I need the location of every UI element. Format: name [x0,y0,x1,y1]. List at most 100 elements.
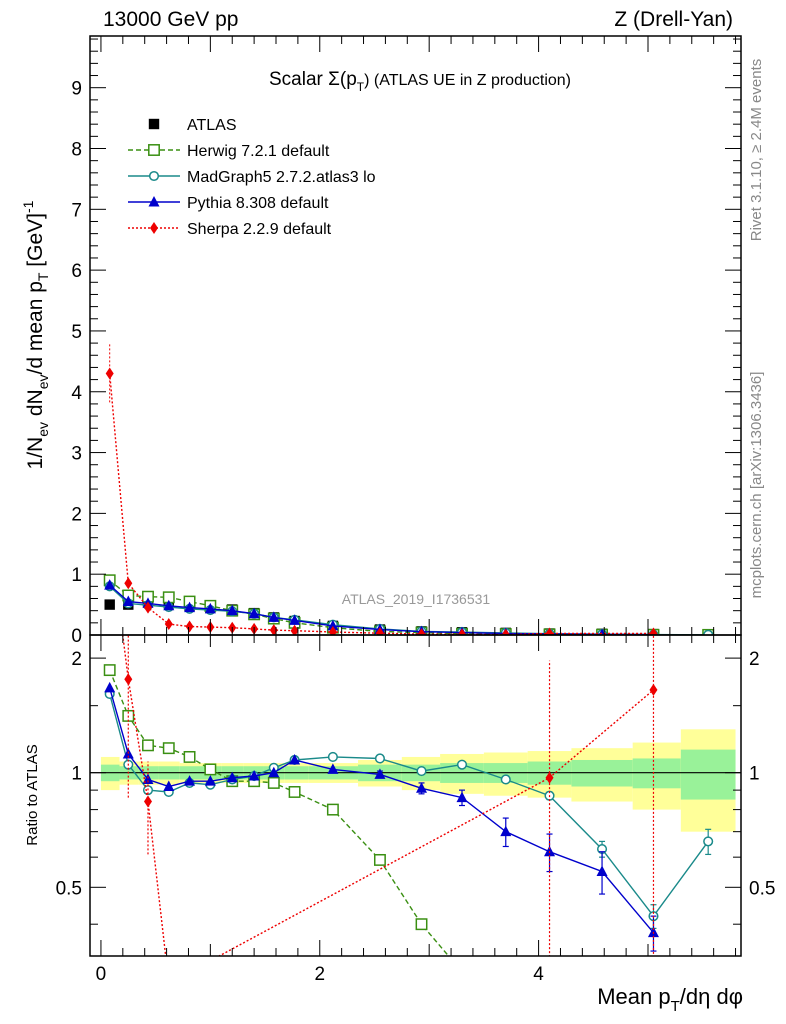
line-ratio-sherpa [122,635,654,956]
ratio-y-tick-label: 2 [71,649,82,670]
point-ratio-herwig [204,763,217,776]
legend-marker-herwig [148,144,160,156]
point-ratio-herwig [267,776,280,789]
line-ratio-pythia [109,687,655,934]
point-ratio-pythia [327,763,339,774]
legend-item-atlas: ATLAS [148,117,237,134]
point-main-pythia [268,611,280,622]
legend-item-sherpa: Sherpa 2.2.9 default [128,221,332,238]
legend-marker-pythia [148,196,160,207]
point-ratio-herwig [326,803,339,816]
point-ratio-pythia [456,791,468,803]
point-main-pythia [122,595,134,607]
legend-label-madgraph: MadGraph5 2.7.2.atlas3 lo [187,169,376,186]
point-ratio-pythia [184,775,196,786]
point-ratio-herwig [183,750,196,763]
point-ratio-sherpa [106,526,114,538]
point-ratio-pythia [374,768,386,779]
main-y-tick-label: 3 [71,444,82,465]
legend-marker-atlas [148,118,160,130]
point-ratio-pythia [416,782,428,793]
point-ratio-herwig [288,786,301,798]
point-ratio-pythia [226,771,238,783]
x-tick-label: 0 [96,964,107,985]
point-ratio-sherpa [124,673,133,686]
point-ratio-madgraph [500,774,511,785]
point-main-sherpa [124,577,133,590]
main-y-tick-label: 4 [71,383,82,404]
band-inner [680,749,736,800]
line-ratio-herwig [109,669,450,956]
line-main-pythia [109,584,654,635]
point-ratio-pythia [500,825,512,837]
ratio-y-tick-label: 0.5 [56,878,82,899]
x-tick-label: 2 [314,964,325,985]
series-ratio-pythia [104,681,659,952]
point-main-atlas [104,599,115,610]
legend: ATLAS Herwig 7.2.1 default MadGraph5 2.7.2… [128,117,376,238]
ratio-frame [89,634,742,957]
point-ratio-pythia [204,775,216,786]
legend-label-pythia: Pythia 8.308 default [187,195,329,212]
point-main-sherpa [164,618,173,631]
main-y-tick-label: 9 [71,79,82,100]
ratio-y-axis-label: Ratio to ATLAS [24,744,41,845]
band-inner [632,758,681,789]
point-ratio-herwig [373,853,386,866]
point-ratio-madgraph [416,766,427,777]
legend-item-pythia: Pythia 8.308 default [128,195,329,212]
point-ratio-madgraph [327,751,338,762]
point-ratio-pythia [104,681,116,693]
header-left: 13000 GeV pp [103,8,238,31]
point-main-pythia [289,614,301,625]
ratio-series [103,526,714,956]
point-ratio-madgraph [456,759,468,770]
point-main-sherpa [649,627,658,635]
point-main-pythia [226,604,238,616]
main-y-tick-label: 6 [71,261,82,282]
ratio-y-tick-label: 1 [71,764,82,785]
ratio-panel: 0.5 0.51 12 20 2 4 Ratio to ATLAS Mean pT/dη … [24,526,775,1015]
point-main-sherpa [417,628,426,635]
point-ratio-pythia [596,865,608,877]
point-main-pythia [184,601,196,613]
point-ratio-pythia [544,845,556,857]
header-right: Z (Drell-Yan) [614,8,733,31]
point-ratio-herwig [103,664,116,677]
point-ratio-pythia [268,766,280,778]
ratio-y-tick-label-right: 1 [749,764,760,785]
series-ratio-sherpa [106,526,658,956]
point-main-sherpa [105,367,114,380]
mcplots-label: mcplots.cern.ch [arXiv:1306.3436] [748,372,765,599]
analysis-watermark: ATLAS_2019_I1736531 [342,591,491,607]
point-ratio-pythia [248,770,260,781]
point-main-sherpa [501,628,510,635]
point-ratio-herwig [162,742,175,755]
point-ratio-sherpa [143,795,152,808]
point-ratio-herwig [415,918,428,931]
ratio-axis-ticks: 0.5 0.5 1 1 2 2 0 2 4 [56,635,775,985]
legend-item-herwig: Herwig 7.2.1 default [128,143,330,160]
point-main-pythia [104,579,116,590]
point-main-pythia [204,602,216,614]
legend-marker-madgraph [148,170,160,182]
point-main-sherpa [375,627,384,635]
x-axis-label: Mean pT/dη dφ [597,984,743,1015]
rivet-label: Rivet 3.1.10, ≥ 2.4M events [748,59,765,242]
main-y-tick-label: 0 [71,626,82,647]
main-y-axis-label: 1/Nev dNev/d mean pT [GeV]-1 [20,200,51,469]
point-ratio-pythia [289,753,301,765]
point-main-pythia [163,599,175,611]
point-main-sherpa [185,620,194,633]
main-y-tick-label: 8 [71,140,82,161]
legend-label-sherpa: Sherpa 2.2.9 default [187,221,332,238]
point-ratio-pythia [163,780,175,791]
x-tick-label: 4 [533,964,544,985]
point-main-sherpa [458,628,466,635]
point-ratio-sherpa [545,771,554,784]
legend-label-herwig: Herwig 7.2.1 default [187,143,330,160]
point-main-sherpa [328,625,337,635]
main-y-tick-label: 7 [71,200,82,221]
legend-marker-sherpa [150,222,158,234]
